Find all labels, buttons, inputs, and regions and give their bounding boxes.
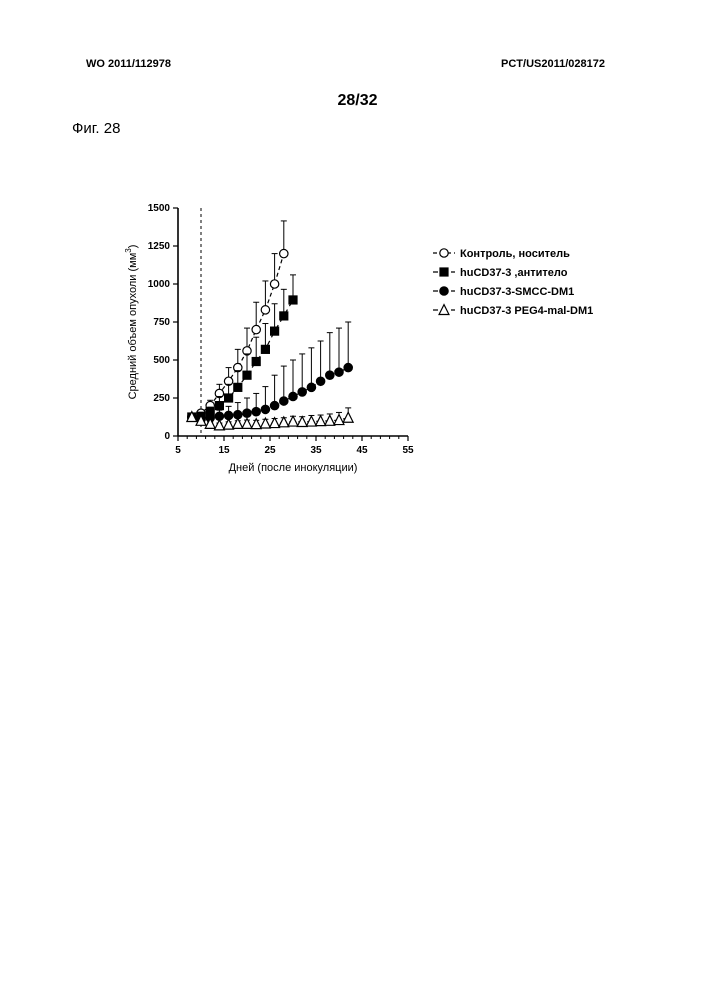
svg-text:1250: 1250 [148, 241, 171, 252]
svg-text:750: 750 [153, 317, 170, 328]
svg-text:Дней (после инокуляции): Дней (после инокуляции) [229, 462, 358, 474]
svg-text:1000: 1000 [148, 279, 171, 290]
legend-item-smcc: huCD37-3-SMCC-DM1 [433, 286, 574, 298]
legend-item-control: Контроль, носитель [433, 248, 570, 260]
svg-text:huCD37-3 PEG4-mal-DM1: huCD37-3 PEG4-mal-DM1 [460, 305, 593, 317]
svg-text:Средний объем опухоли (мм3): Средний объем опухоли (мм3) [124, 245, 139, 400]
figure-label: Фиг. 28 [72, 120, 120, 137]
svg-text:Контроль, носитель: Контроль, носитель [460, 248, 570, 260]
svg-text:1500: 1500 [148, 203, 171, 214]
header-right: PCT/US2011/028172 [501, 58, 605, 70]
page-number: 28/32 [0, 92, 715, 110]
legend-item-antibody: huCD37-3 ,антитело [433, 267, 568, 279]
svg-text:45: 45 [356, 445, 368, 456]
svg-text:huCD37-3 ,антитело: huCD37-3 ,антитело [460, 267, 568, 279]
svg-text:500: 500 [153, 355, 170, 366]
legend-item-peg4: huCD37-3 PEG4-mal-DM1 [433, 305, 593, 317]
tumor-volume-chart: 0 250 500 750 1000 1250 1500 5 15 25 35 45 55 Дней (п… [118, 198, 618, 518]
svg-text:5: 5 [175, 445, 181, 456]
svg-text:250: 250 [153, 393, 170, 404]
svg-text:25: 25 [264, 445, 276, 456]
svg-text:huCD37-3-SMCC-DM1: huCD37-3-SMCC-DM1 [460, 286, 574, 298]
svg-text:15: 15 [218, 445, 230, 456]
header-left: WO 2011/112978 [86, 58, 171, 70]
svg-text:0: 0 [164, 431, 170, 442]
svg-text:55: 55 [402, 445, 414, 456]
svg-text:35: 35 [310, 445, 322, 456]
